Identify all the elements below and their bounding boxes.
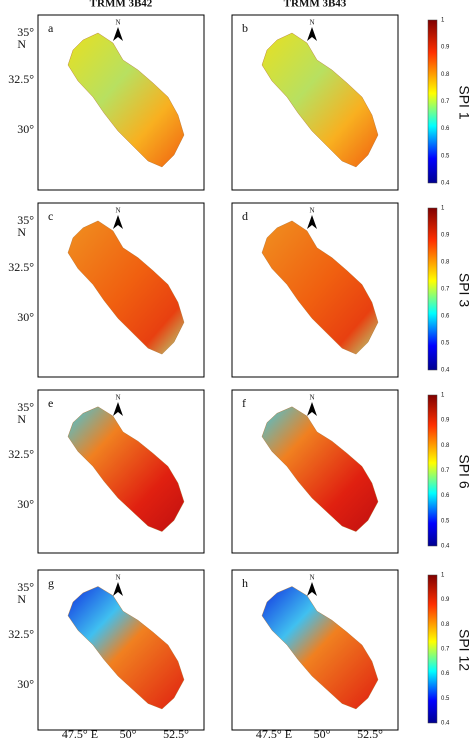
longitude-label: 52.5° [357, 727, 383, 741]
colorbar-tick: 0.8 [441, 622, 450, 628]
colorbar-tick: 0.5 [441, 153, 450, 159]
region-map [67, 32, 185, 168]
panel-letter: a [48, 21, 54, 35]
colorbar-tick: 0.8 [441, 443, 450, 449]
colorbar-tick: 0.7 [441, 99, 450, 105]
latitude-label: 32.5° [8, 72, 34, 86]
north-arrow [113, 27, 123, 41]
colorbar-tick: 0.6 [441, 126, 450, 132]
latitude-label: 30° [17, 310, 34, 324]
north-label: N [309, 207, 314, 215]
panel-letter: c [48, 209, 53, 223]
north-label: N [309, 394, 314, 402]
colorbar-tick: 0.9 [441, 45, 450, 51]
longitude-label: 50° [120, 727, 137, 741]
north-arrow [113, 582, 123, 596]
region-map [261, 220, 379, 355]
column-title: TRMM 3B43 [284, 0, 347, 10]
longitude-label: 47.5° E [256, 727, 292, 741]
latitude-label: 32.5° [8, 627, 34, 641]
north-label: N [115, 207, 120, 215]
north-arrow [307, 215, 317, 229]
colorbar-tick: 0.9 [441, 233, 450, 239]
latitude-label: 32.5° [8, 447, 34, 461]
colorbar-tick: 0.5 [441, 696, 450, 702]
latitude-hemisphere: N [17, 412, 26, 426]
colorbar-tick: 0.4 [441, 721, 450, 727]
colorbar [427, 19, 438, 184]
region-map [67, 220, 185, 355]
region-map [67, 586, 185, 710]
colorbar-tick: 0.4 [441, 368, 450, 374]
colorbar-tick: 1 [441, 573, 445, 579]
latitude-hemisphere: N [17, 225, 26, 239]
north-label: N [115, 394, 120, 402]
latitude-label: 35° [17, 25, 34, 39]
colorbar-tick: 0.9 [441, 418, 450, 424]
latitude-label: 30° [17, 122, 34, 136]
spi-label: SPI 6 [456, 454, 472, 488]
latitude-label: 30° [17, 677, 34, 691]
region-map [261, 406, 379, 532]
colorbar-tick: 0.4 [441, 544, 450, 550]
colorbar-tick: 0.8 [441, 260, 450, 266]
map-frame [231, 569, 399, 731]
latitude-label: 30° [17, 497, 34, 511]
spi-label: SPI 12 [456, 629, 472, 671]
spi-label: SPI 1 [456, 85, 472, 119]
colorbar [427, 574, 438, 724]
colorbar [427, 207, 438, 371]
colorbar-tick: 0.9 [441, 597, 450, 603]
region-map [67, 406, 185, 532]
north-arrow [113, 402, 123, 416]
panel-letter: d [242, 209, 248, 223]
longitude-label: 52.5° [163, 727, 189, 741]
colorbar-tick: 0.4 [441, 181, 450, 187]
longitude-label: 47.5° E [62, 727, 98, 741]
north-label: N [309, 19, 314, 27]
column-title: TRMM 3B42 [90, 0, 153, 10]
latitude-label: 32.5° [8, 260, 34, 274]
north-arrow [113, 215, 123, 229]
longitude-label: 50° [314, 727, 331, 741]
north-label: N [115, 574, 120, 582]
north-label: N [115, 19, 120, 27]
north-arrow [307, 402, 317, 416]
north-arrow [307, 27, 317, 41]
north-arrow [307, 582, 317, 596]
region-map [261, 32, 379, 168]
colorbar-tick: 0.7 [441, 647, 450, 653]
colorbar-tick: 1 [441, 206, 445, 212]
colorbar-tick: 1 [441, 18, 445, 24]
panel-letter: f [242, 396, 246, 410]
latitude-label: 35° [17, 400, 34, 414]
north-label: N [309, 574, 314, 582]
latitude-hemisphere: N [17, 592, 26, 606]
colorbar-tick: 1 [441, 393, 445, 399]
panel-letter: b [242, 21, 248, 35]
colorbar-tick: 0.6 [441, 314, 450, 320]
latitude-hemisphere: N [17, 37, 26, 51]
panel-letter: g [48, 576, 54, 590]
region-map [261, 586, 379, 710]
colorbar [427, 394, 438, 547]
colorbar-tick: 0.7 [441, 287, 450, 293]
spi-label: SPI 3 [456, 273, 472, 307]
latitude-label: 35° [17, 213, 34, 227]
colorbar-tick: 0.6 [441, 493, 450, 499]
colorbar-tick: 0.5 [441, 341, 450, 347]
colorbar-tick: 0.8 [441, 72, 450, 78]
latitude-label: 35° [17, 580, 34, 594]
colorbar-tick: 0.6 [441, 671, 450, 677]
panel-letter: e [48, 396, 53, 410]
panel-letter: h [242, 576, 248, 590]
colorbar-tick: 0.5 [441, 518, 450, 524]
colorbar-tick: 0.7 [441, 468, 450, 474]
